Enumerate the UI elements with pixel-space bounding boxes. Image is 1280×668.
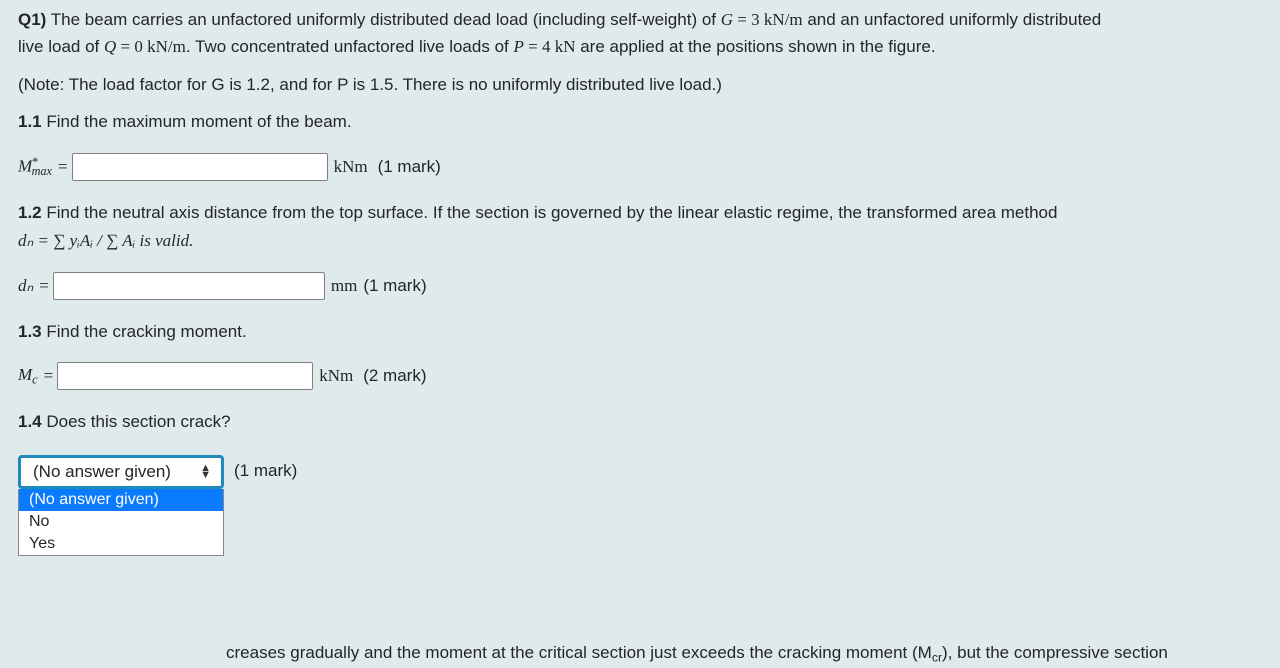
mc-input[interactable] <box>57 362 313 390</box>
q11-unit: kNm <box>334 157 368 177</box>
bottom-fragment: creases gradually and the moment at the … <box>226 643 1168 664</box>
crack-option-none[interactable]: (No answer given) <box>19 489 223 511</box>
updown-icon: ▲▼ <box>200 465 211 479</box>
q13-prompt: 1.3 Find the cracking moment. <box>18 320 1272 345</box>
q12-prompt: 1.2 Find the neutral axis distance from … <box>18 201 1272 226</box>
q14-prompt: 1.4 Does this section crack? <box>18 410 1272 435</box>
q1-tag: Q1) <box>18 10 46 29</box>
q14-dropdown-wrap: (No answer given) ▲▼ (No answer given) N… <box>18 455 224 489</box>
note-line: (Note: The load factor for G is 1.2, and… <box>18 73 1272 98</box>
dn-symbol: dₙ <box>18 276 33 296</box>
q13-unit: kNm <box>319 366 353 386</box>
q11-marks: (1 mark) <box>378 157 441 177</box>
q12-unit: mm <box>331 276 357 296</box>
q11-row: M*max = kNm (1 mark) <box>18 153 1272 181</box>
crack-dropdown[interactable]: (No answer given) ▲▼ <box>18 455 224 489</box>
mmax-symbol: M*max <box>18 155 52 179</box>
q1-intro-line2: live load of Q = 0 kN/m. Two concentrate… <box>18 35 1272 60</box>
mc-symbol: Mc <box>18 365 38 387</box>
crack-option-yes[interactable]: Yes <box>19 533 223 555</box>
q12-formula: dₙ = ∑ yᵢAᵢ / ∑ Aᵢ is valid. <box>18 229 1272 254</box>
q1-intro-line1: Q1) The beam carries an unfactored unifo… <box>18 8 1272 33</box>
q12-marks: (1 mark) <box>363 276 426 296</box>
mmax-input[interactable] <box>72 153 328 181</box>
q13-row: Mc = kNm (2 mark) <box>18 362 1272 390</box>
q14-marks: (1 mark) <box>234 461 297 481</box>
crack-dropdown-selected: (No answer given) <box>33 462 171 482</box>
crack-dropdown-list: (No answer given) No Yes <box>18 489 224 556</box>
q12-row: dₙ = mm (1 mark) <box>18 272 1272 300</box>
q11-prompt: 1.1 Find the maximum moment of the beam. <box>18 110 1272 135</box>
dn-input[interactable] <box>53 272 325 300</box>
q13-marks: (2 mark) <box>363 366 426 386</box>
crack-option-no[interactable]: No <box>19 511 223 533</box>
